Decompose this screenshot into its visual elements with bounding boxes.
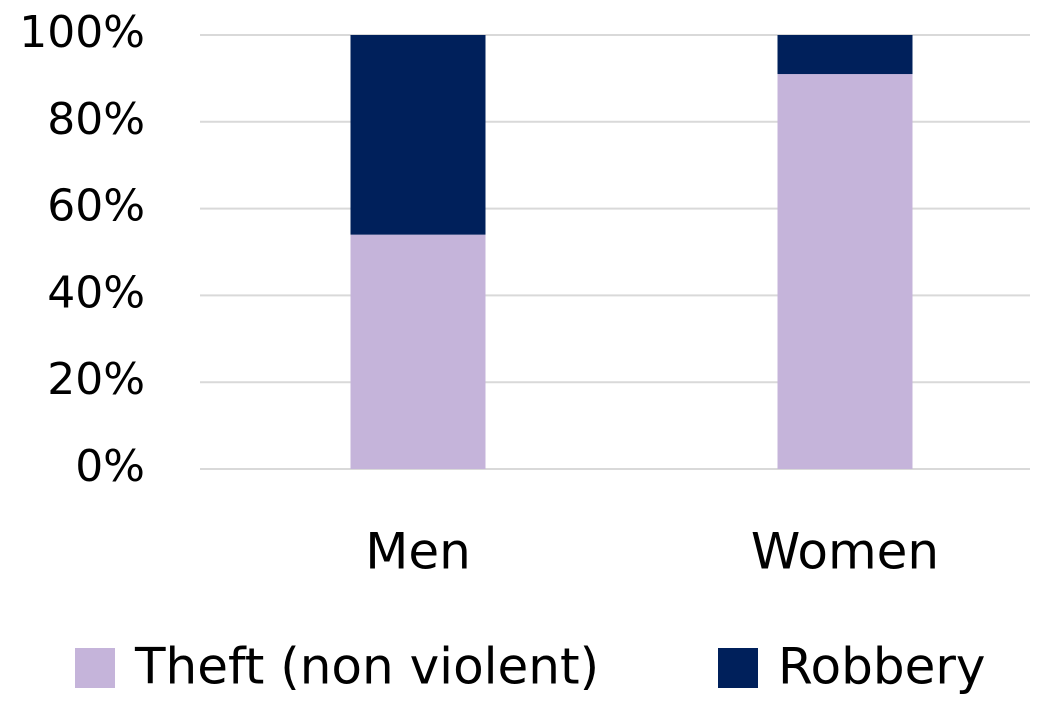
y-tick-label: 40%: [47, 267, 145, 318]
y-tick-label: 100%: [19, 7, 145, 58]
y-tick-label: 20%: [47, 354, 145, 405]
bar-segment: [350, 35, 486, 235]
x-tick-label: Women: [751, 523, 939, 581]
bar-segment: [777, 35, 913, 75]
legend-swatch: [718, 648, 758, 688]
bar-segment: [777, 74, 913, 469]
y-tick-label: 80%: [47, 94, 145, 145]
legend-label: Robbery: [778, 638, 985, 696]
legend-swatch: [75, 648, 115, 688]
bar-segment: [350, 234, 486, 469]
y-tick-label: 60%: [47, 181, 145, 232]
y-tick-label: 0%: [75, 441, 145, 492]
legend-label: Theft (non violent): [134, 638, 599, 696]
x-tick-label: Men: [365, 523, 471, 581]
